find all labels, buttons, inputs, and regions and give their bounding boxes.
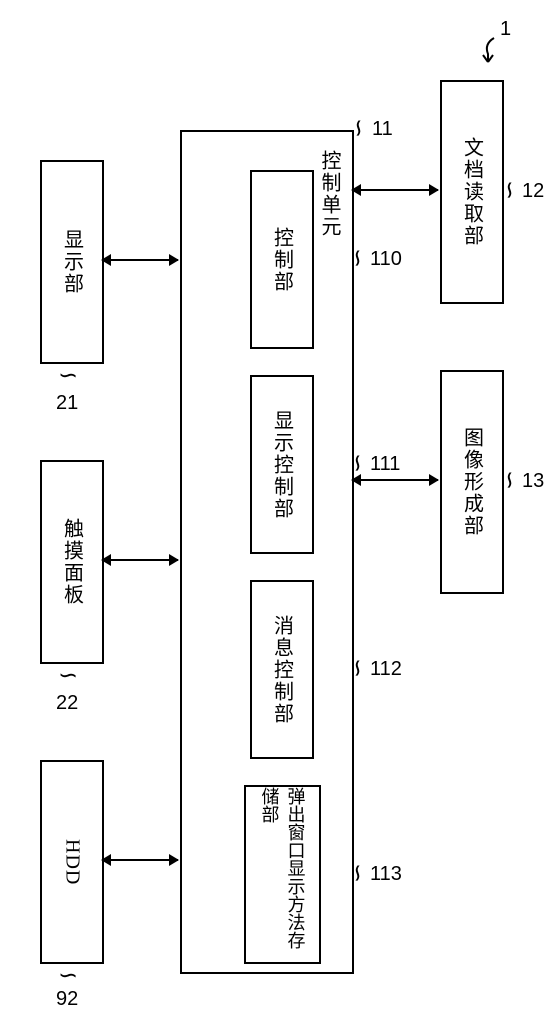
node-doc-read: 文档读取部 xyxy=(440,80,504,304)
ref-112: 112 xyxy=(370,658,402,681)
ref-squiggle-13: ∽ xyxy=(497,470,521,490)
ref-squiggle-12: ∽ xyxy=(497,180,521,200)
node-hdd-label: HDD xyxy=(61,839,84,885)
node-hdd: HDD xyxy=(40,760,104,964)
ref-squiggle-113: ∽ xyxy=(345,863,369,883)
node-disp-ctrl: 显示控制部 xyxy=(250,375,314,554)
ref-squiggle-92: ∽ xyxy=(58,964,78,988)
ref-squiggle-110: ∽ xyxy=(345,248,369,268)
node-popup-store: 弹出窗口显示方法存储部 xyxy=(244,785,321,964)
edge-hdd-ctrl xyxy=(102,859,178,861)
ref-12: 12 xyxy=(522,180,544,203)
ref-squiggle-21: ∽ xyxy=(58,364,78,388)
ref-1-arrow xyxy=(474,36,502,70)
node-img-form-label: 图像形成部 xyxy=(458,427,487,537)
ref-111: 111 xyxy=(370,453,400,476)
node-ctrl-label: 控制部 xyxy=(268,227,297,293)
node-control-unit-label: 控制单元 xyxy=(315,150,344,238)
ref-13: 13 xyxy=(522,470,544,493)
node-doc-read-label: 文档读取部 xyxy=(458,137,487,247)
node-touchpanel: 触摸面板 xyxy=(40,460,104,664)
edge-display-ctrl xyxy=(102,259,178,261)
node-msg-ctrl: 消息控制部 xyxy=(250,580,314,759)
ref-22: 22 xyxy=(56,692,78,715)
edge-ctrl-imgform xyxy=(352,479,438,481)
node-img-form: 图像形成部 xyxy=(440,370,504,594)
ref-11: 11 xyxy=(372,118,393,141)
node-display: 显示部 xyxy=(40,160,104,364)
ref-squiggle-11: ∽ xyxy=(346,118,370,138)
ref-113: 113 xyxy=(370,863,402,886)
node-msg-ctrl-label: 消息控制部 xyxy=(268,615,297,725)
ref-squiggle-22: ∽ xyxy=(58,664,78,688)
node-ctrl: 控制部 xyxy=(250,170,314,349)
ref-110: 110 xyxy=(370,248,402,271)
edge-touchpanel-ctrl xyxy=(102,559,178,561)
ref-squiggle-111: ∽ xyxy=(345,453,369,473)
node-touchpanel-label: 触摸面板 xyxy=(58,518,87,606)
ref-21: 21 xyxy=(56,392,78,415)
node-popup-store-label: 弹出窗口显示方法存储部 xyxy=(257,787,309,962)
node-disp-ctrl-label: 显示控制部 xyxy=(268,410,297,520)
ref-squiggle-112: ∽ xyxy=(345,658,369,678)
node-display-label: 显示部 xyxy=(58,229,87,295)
edge-ctrl-docread xyxy=(352,189,438,191)
